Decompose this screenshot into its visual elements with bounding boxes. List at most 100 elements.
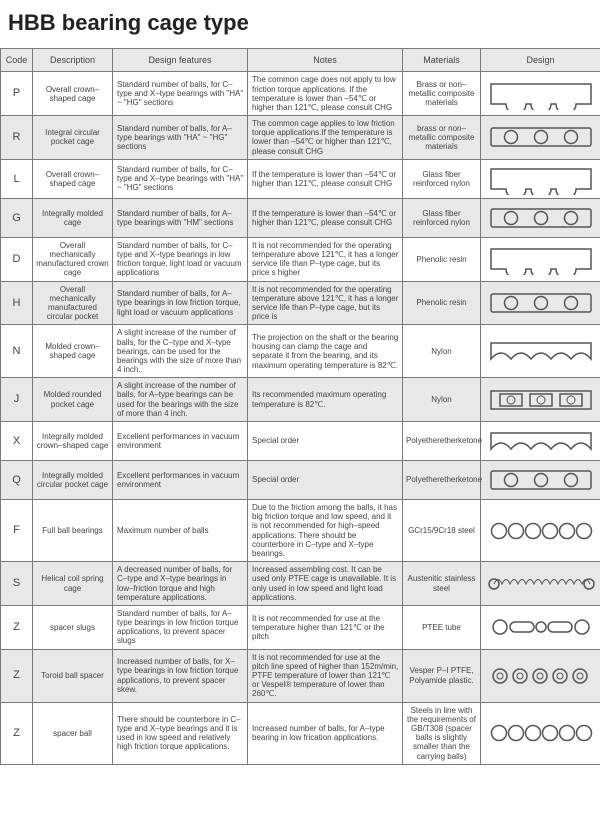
col-mat: Materials [403,49,481,72]
cell-features: Standard number of balls, for C–type and… [113,72,248,116]
cell-design [481,500,600,562]
cell-notes: It is not recommended for use at the tem… [248,605,403,649]
cell-desc: Integrally molded crown–shaped cage [33,422,113,461]
cell-design [481,116,600,160]
cell-code: N [1,325,33,378]
cell-code: Z [1,702,33,764]
cell-material: Phenolic resin [403,237,481,281]
cell-desc: Overall mechanically manufactured circul… [33,281,113,325]
table-row: G Integrally molded cage Standard number… [1,198,600,237]
cell-material: Polyetheretherketone [403,461,481,500]
cell-features: Standard number of balls, for A–type bea… [113,281,248,325]
cell-notes: It is not recommended for the operating … [248,281,403,325]
cell-notes: Its recommended maximum operating temper… [248,378,403,422]
cell-notes: Increased number of balls, for A–type be… [248,702,403,764]
cell-code: Z [1,605,33,649]
cell-desc: spacer ball [33,702,113,764]
table-row: F Full ball bearings Maximum number of b… [1,500,600,562]
cell-design [481,378,600,422]
cell-design [481,281,600,325]
cell-material: Glass fiber reinforced nylon [403,198,481,237]
cell-code: F [1,500,33,562]
cell-material: Phenolic resin [403,281,481,325]
col-desc: Description [33,49,113,72]
cell-desc: Full ball bearings [33,500,113,562]
table-row: D Overall mechanically manufactured crow… [1,237,600,281]
cell-notes: It is not recommended for the operating … [248,237,403,281]
cell-features: Maximum number of balls [113,500,248,562]
cell-design [481,702,600,764]
cell-design [481,461,600,500]
cell-features: Standard number of balls, for C–type and… [113,159,248,198]
cell-desc: Helical coil spring cage [33,562,113,606]
cell-design [481,237,600,281]
cell-features: Excellent performances in vacuum environ… [113,422,248,461]
cell-code: P [1,72,33,116]
cell-code: S [1,562,33,606]
cell-design [481,562,600,606]
col-code: Code [1,49,33,72]
cell-features: Increased number of balls, for X–type be… [113,649,248,702]
table-row: Z spacer ball There should be counterbor… [1,702,600,764]
cell-features: Standard number of balls, for A–type bea… [113,605,248,649]
cage-table: Code Description Design features Notes M… [0,48,600,765]
cell-features: A slight increase of the number of balls… [113,378,248,422]
table-row: Z spacer slugs Standard number of balls,… [1,605,600,649]
table-row: R Integral circular pocket cage Standard… [1,116,600,160]
cell-material: Glass fiber reinforced nylon [403,159,481,198]
page-title: HBB bearing cage type [0,0,600,48]
cell-material: Vesper P–I PTFE, Polyamide plastic. [403,649,481,702]
cell-design [481,422,600,461]
col-feat: Design features [113,49,248,72]
cell-desc: Overall crown–shaped cage [33,72,113,116]
cell-code: Q [1,461,33,500]
cell-desc: Molded rounded pocket cage [33,378,113,422]
cell-desc: Toroid ball spacer [33,649,113,702]
cell-design [481,72,600,116]
cell-notes: Special order [248,461,403,500]
cell-features: There should be counterbore in C–type an… [113,702,248,764]
col-design: Design [481,49,600,72]
cell-desc: Overall crown–shaped cage [33,159,113,198]
cell-material: Steels in line with the requirements of … [403,702,481,764]
cell-features: Standard number of balls, for A–type bea… [113,198,248,237]
cell-desc: Overall mechanically manufactured crown … [33,237,113,281]
table-header-row: Code Description Design features Notes M… [1,49,600,72]
cell-features: Excellent performances in vacuum environ… [113,461,248,500]
cell-material: brass or non–metallic composite material… [403,116,481,160]
cell-code: R [1,116,33,160]
cell-features: Standard number of balls, for A–type bea… [113,116,248,160]
cell-features: Standard number of balls, for C–type and… [113,237,248,281]
cell-desc: Integrally molded circular pocket cage [33,461,113,500]
table-row: J Molded rounded pocket cage A slight in… [1,378,600,422]
cell-code: Z [1,649,33,702]
cell-notes: Special order [248,422,403,461]
cell-code: D [1,237,33,281]
table-row: P Overall crown–shaped cage Standard num… [1,72,600,116]
cell-desc: Molded crown–shaped cage [33,325,113,378]
cell-material: Brass or non–metallic composite material… [403,72,481,116]
cell-notes: The common cage does not apply to low fr… [248,72,403,116]
cell-notes: It is not recommended for use at the pit… [248,649,403,702]
cell-design [481,198,600,237]
cell-notes: The projection on the shaft or the beari… [248,325,403,378]
cell-code: L [1,159,33,198]
cell-notes: Increased assembling cost. It can be use… [248,562,403,606]
cell-material: Austenitic stainless steel [403,562,481,606]
table-row: N Molded crown–shaped cage A slight incr… [1,325,600,378]
table-row: X Integrally molded crown–shaped cage Ex… [1,422,600,461]
cell-notes: If the temperature is lower than –54℃ or… [248,198,403,237]
cell-code: J [1,378,33,422]
cell-desc: Integrally molded cage [33,198,113,237]
cell-notes: The common cage applies to low friction … [248,116,403,160]
cell-code: G [1,198,33,237]
cell-design [481,605,600,649]
cell-notes: Due to the friction among the balls, it … [248,500,403,562]
table-row: L Overall crown–shaped cage Standard num… [1,159,600,198]
cell-notes: If the temperature is lower than –54℃ or… [248,159,403,198]
cell-desc: Integral circular pocket cage [33,116,113,160]
table-row: S Helical coil spring cage A decreased n… [1,562,600,606]
cell-material: PTEE tube [403,605,481,649]
cell-desc: spacer slugs [33,605,113,649]
table-row: Z Toroid ball spacer Increased number of… [1,649,600,702]
